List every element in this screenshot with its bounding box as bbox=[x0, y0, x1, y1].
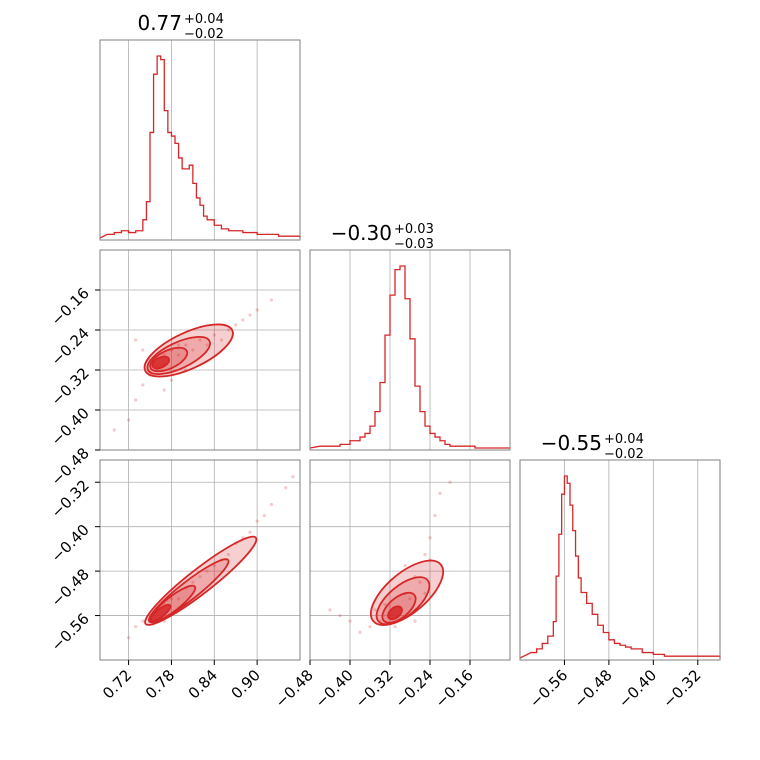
pair-1-sample-22 bbox=[248, 530, 252, 534]
pair-2-sample-13 bbox=[338, 613, 342, 618]
hist-2-title-median: −0.55 bbox=[541, 431, 602, 455]
hist-2-frame bbox=[519, 459, 721, 661]
pair-0-sample-14 bbox=[126, 418, 131, 422]
hist-1-frame bbox=[309, 249, 511, 451]
pair-2-sample-5 bbox=[428, 536, 432, 540]
ytick-label-1-1: −0.40 bbox=[48, 404, 93, 449]
pair-1-sample-17 bbox=[176, 597, 181, 601]
pair-0-sample-29 bbox=[134, 338, 138, 342]
pair-0-sample-24 bbox=[248, 313, 252, 317]
pair-0-sample-20 bbox=[191, 348, 195, 352]
pair-0-sample-6 bbox=[198, 338, 202, 342]
pair-0-sample-23 bbox=[234, 323, 238, 327]
xtick-label-2-2: −0.40 bbox=[615, 666, 660, 711]
hist-2-line bbox=[519, 475, 721, 659]
pair-1-sample-6 bbox=[212, 563, 216, 568]
hist-2-title-plus: +0.04 bbox=[604, 432, 644, 447]
xtick-label-1-3: −0.24 bbox=[392, 666, 437, 711]
pair-1-sample-3 bbox=[169, 597, 174, 601]
pair-2-sample-19 bbox=[373, 608, 377, 612]
ytick-label-2-1: −0.48 bbox=[48, 565, 93, 610]
pair-1-contour-0 bbox=[144, 535, 258, 626]
pair-0-sample-19 bbox=[176, 353, 181, 357]
pair-1-sample-5 bbox=[198, 575, 202, 579]
xtick-label-2-3: −0.32 bbox=[659, 666, 704, 711]
pair-1-sample-7 bbox=[226, 552, 231, 557]
pair-0-sample-13 bbox=[134, 398, 138, 402]
pair-2-sample-20 bbox=[393, 625, 397, 629]
pair-1-sample-19 bbox=[205, 569, 209, 573]
hist-0-line bbox=[99, 55, 301, 239]
pair-2-sample-2 bbox=[408, 597, 412, 601]
xtick-label-1-4: −0.16 bbox=[432, 666, 477, 711]
pair-0-sample-21 bbox=[205, 343, 209, 347]
pair-0-sample-25 bbox=[162, 388, 166, 392]
ytick-label-1-3: −0.24 bbox=[48, 324, 93, 369]
pair-1-contour-3 bbox=[150, 603, 172, 622]
xtick-label-1-2: −0.32 bbox=[352, 666, 397, 711]
ytick-label-1-2: −0.32 bbox=[48, 364, 93, 409]
xtick-label-0-0: 0.72 bbox=[99, 666, 135, 702]
pair-2-sample-10 bbox=[368, 625, 372, 629]
pair-1-sample-11 bbox=[284, 486, 288, 490]
pair-0-sample-9 bbox=[241, 318, 245, 322]
hist-0-frame bbox=[99, 39, 301, 241]
pair-0-sample-10 bbox=[255, 308, 259, 312]
pair-2-sample-11 bbox=[358, 630, 362, 634]
pair-0-contour-3 bbox=[151, 355, 171, 370]
pair-1-sample-14 bbox=[134, 625, 138, 629]
ytick-label-1-4: −0.16 bbox=[48, 284, 93, 329]
pair-0-sample-28 bbox=[141, 348, 145, 352]
pair-1-sample-23 bbox=[262, 513, 266, 518]
pair-2-sample-14 bbox=[328, 608, 332, 612]
pair-0-frame bbox=[99, 249, 301, 451]
pair-2-sample-15 bbox=[383, 602, 387, 607]
pair-2-sample-18 bbox=[423, 552, 427, 557]
hist-0-title-minus: −0.02 bbox=[184, 27, 224, 42]
pair-2-sample-8 bbox=[448, 480, 452, 484]
xtick-label-2-0: −0.56 bbox=[526, 666, 571, 711]
xtick-label-0-3: 0.90 bbox=[228, 666, 264, 702]
xtick-label-2-1: −0.48 bbox=[570, 666, 615, 711]
pair-0-sample-7 bbox=[212, 333, 216, 337]
hist-1-line bbox=[309, 265, 510, 449]
xtick-label-1-1: −0.40 bbox=[312, 666, 357, 711]
ytick-label-2-2: −0.40 bbox=[48, 521, 93, 566]
pair-0-sample-15 bbox=[112, 428, 116, 432]
hist-1-title-plus: +0.03 bbox=[394, 222, 434, 237]
hist-1-title-minus: −0.03 bbox=[394, 237, 434, 252]
pair-2-sample-21 bbox=[413, 619, 417, 623]
hist-2-title-minus: −0.02 bbox=[604, 447, 644, 462]
hist-1-title-median: −0.30 bbox=[331, 221, 392, 245]
pair-0-sample-11 bbox=[269, 298, 274, 302]
pair-1-sample-18 bbox=[191, 580, 195, 584]
pair-1-sample-13 bbox=[141, 619, 145, 623]
xtick-label-0-2: 0.84 bbox=[185, 666, 221, 702]
pair-0-sample-26 bbox=[169, 378, 174, 382]
pair-1-frame bbox=[99, 459, 301, 661]
pair-1-sample-15 bbox=[126, 636, 131, 640]
pair-2-sample-23 bbox=[403, 563, 407, 568]
pair-1-sample-10 bbox=[269, 502, 274, 507]
pair-2-contour-3 bbox=[387, 605, 403, 621]
pair-2-sample-22 bbox=[423, 591, 427, 595]
pair-0-sample-12 bbox=[141, 383, 145, 387]
pair-1-sample-12 bbox=[291, 475, 295, 479]
pair-2-sample-6 bbox=[433, 513, 437, 518]
pair-1-sample-9 bbox=[255, 519, 259, 523]
pair-0-sample-8 bbox=[226, 328, 231, 332]
pair-2-sample-7 bbox=[438, 491, 442, 495]
ytick-label-2-0: −0.56 bbox=[48, 610, 93, 655]
pair-0-sample-22 bbox=[219, 338, 224, 342]
xtick-label-0-1: 0.78 bbox=[142, 666, 178, 702]
xtick-label-1-0: −0.48 bbox=[272, 666, 317, 711]
pair-2-sample-12 bbox=[348, 619, 352, 623]
hist-0-title-plus: +0.04 bbox=[184, 12, 224, 27]
pair-0-sample-5 bbox=[184, 343, 188, 347]
pair-2-frame bbox=[309, 459, 511, 661]
pair-0-sample-4 bbox=[176, 343, 181, 347]
hist-0-title-median: 0.77 bbox=[137, 11, 182, 35]
pair-2-sample-3 bbox=[418, 580, 422, 584]
